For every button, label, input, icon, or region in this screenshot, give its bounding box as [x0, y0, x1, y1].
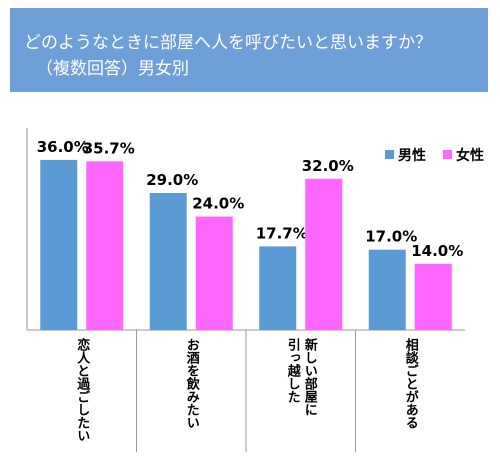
bar-female-0	[86, 161, 124, 330]
chart-subtitle: （複数回答）男女別	[36, 59, 189, 79]
bar-male-3	[368, 249, 406, 330]
data-label: 17.7%	[256, 224, 308, 242]
bar-female-1	[195, 216, 233, 330]
category-label: お酒を飲みたい	[184, 338, 201, 429]
chart-title-box: どのようなときに部屋へ人を呼びたいと思いますか？ （複数回答）男女別	[10, 8, 488, 92]
data-label: 29.0%	[146, 171, 198, 189]
data-label: 35.7%	[83, 139, 135, 157]
bar-female-2	[305, 178, 343, 330]
data-label: 32.0%	[302, 157, 354, 175]
legend-label: 女性	[456, 147, 484, 164]
bar-male-1	[149, 192, 187, 330]
chart-title: どのようなときに部屋へ人を呼びたいと思いますか？	[24, 33, 432, 53]
category-label: 相談ごとがある	[403, 337, 419, 429]
bar-male-0	[40, 159, 78, 330]
legend-swatch	[385, 150, 394, 159]
category-label: 引っ越した	[285, 338, 302, 403]
bar-male-2	[259, 246, 297, 330]
legend-swatch	[443, 150, 452, 159]
bar-female-3	[414, 263, 452, 330]
data-label: 17.0%	[365, 228, 417, 246]
category-label: 新しい部屋に	[302, 337, 318, 416]
data-label: 36.0%	[37, 138, 89, 156]
legend-label: 男性	[398, 147, 426, 164]
category-label: 恋人と過ごしたい	[74, 337, 91, 442]
data-label: 24.0%	[192, 195, 244, 213]
data-label: 14.0%	[411, 242, 463, 260]
